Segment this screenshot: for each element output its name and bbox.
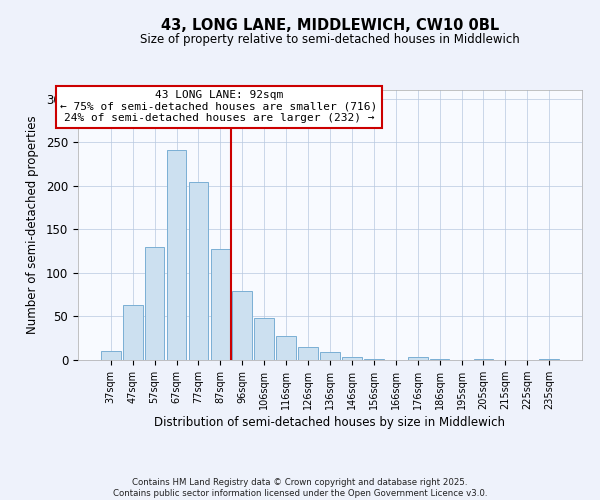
Text: Contains HM Land Registry data © Crown copyright and database right 2025.
Contai: Contains HM Land Registry data © Crown c… xyxy=(113,478,487,498)
Text: Size of property relative to semi-detached houses in Middlewich: Size of property relative to semi-detach… xyxy=(140,32,520,46)
Bar xyxy=(123,305,143,360)
Bar xyxy=(232,291,252,360)
Bar xyxy=(539,359,559,360)
Bar xyxy=(408,358,428,360)
Bar xyxy=(342,358,362,360)
Y-axis label: Number of semi-detached properties: Number of semi-detached properties xyxy=(26,116,39,334)
Text: 43 LONG LANE: 92sqm
← 75% of semi-detached houses are smaller (716)
24% of semi-: 43 LONG LANE: 92sqm ← 75% of semi-detach… xyxy=(61,90,378,123)
Bar xyxy=(430,359,449,360)
Bar xyxy=(473,359,493,360)
Text: 43, LONG LANE, MIDDLEWICH, CW10 0BL: 43, LONG LANE, MIDDLEWICH, CW10 0BL xyxy=(161,18,499,32)
Bar xyxy=(298,347,318,360)
Bar xyxy=(320,352,340,360)
X-axis label: Distribution of semi-detached houses by size in Middlewich: Distribution of semi-detached houses by … xyxy=(155,416,505,429)
Bar xyxy=(211,248,230,360)
Bar xyxy=(364,359,384,360)
Bar xyxy=(101,352,121,360)
Bar xyxy=(254,318,274,360)
Bar xyxy=(145,247,164,360)
Bar xyxy=(167,150,187,360)
Bar xyxy=(276,336,296,360)
Bar xyxy=(188,182,208,360)
